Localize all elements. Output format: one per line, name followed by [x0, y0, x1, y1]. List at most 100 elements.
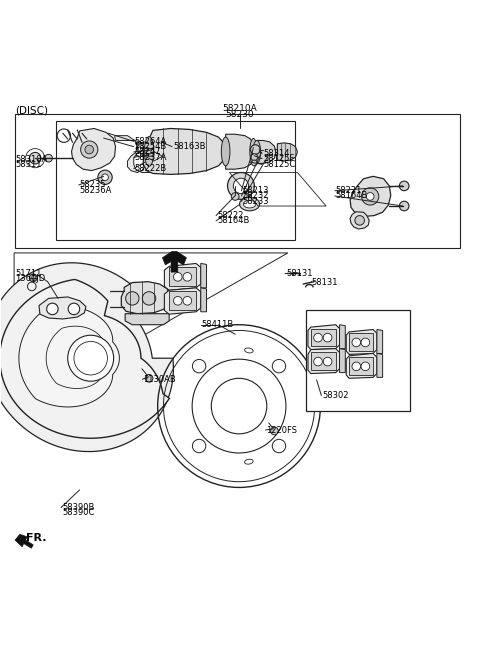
Text: 58210A: 58210A — [223, 104, 257, 113]
Ellipse shape — [245, 348, 253, 353]
Circle shape — [183, 297, 192, 305]
Circle shape — [323, 333, 332, 342]
Circle shape — [314, 357, 323, 366]
Text: 58314: 58314 — [263, 149, 289, 158]
Circle shape — [352, 338, 360, 347]
Circle shape — [361, 362, 370, 370]
Text: 58247: 58247 — [135, 148, 161, 156]
Circle shape — [211, 378, 267, 434]
Bar — [349, 333, 373, 351]
Circle shape — [272, 359, 286, 373]
Circle shape — [361, 338, 370, 347]
Circle shape — [352, 362, 360, 370]
Circle shape — [45, 154, 52, 162]
Circle shape — [228, 173, 254, 199]
Polygon shape — [164, 288, 201, 314]
Polygon shape — [125, 314, 169, 325]
Text: 58235: 58235 — [80, 181, 106, 189]
Circle shape — [399, 201, 409, 211]
Circle shape — [98, 170, 112, 185]
Text: (DISC): (DISC) — [15, 105, 48, 115]
Text: 58213: 58213 — [242, 186, 269, 195]
Polygon shape — [201, 288, 206, 312]
Polygon shape — [339, 349, 345, 372]
Ellipse shape — [144, 136, 154, 166]
Circle shape — [355, 215, 364, 225]
Text: 58131: 58131 — [312, 278, 338, 287]
Polygon shape — [201, 264, 206, 288]
Text: 58390B: 58390B — [62, 503, 95, 512]
Circle shape — [271, 427, 278, 435]
Text: 58302: 58302 — [323, 391, 349, 400]
Text: 1220FS: 1220FS — [266, 426, 297, 434]
Circle shape — [361, 188, 379, 205]
Bar — [169, 291, 196, 310]
Text: 58311: 58311 — [15, 160, 42, 169]
Bar — [311, 353, 336, 370]
Circle shape — [173, 297, 182, 305]
Polygon shape — [162, 252, 186, 272]
Polygon shape — [257, 140, 276, 163]
Polygon shape — [308, 349, 339, 374]
Circle shape — [126, 292, 139, 305]
Circle shape — [323, 357, 332, 366]
Ellipse shape — [240, 198, 260, 211]
Polygon shape — [19, 306, 120, 407]
Polygon shape — [226, 134, 253, 169]
Circle shape — [192, 359, 206, 373]
Text: 58222: 58222 — [217, 211, 243, 220]
Text: 58125C: 58125C — [263, 160, 295, 169]
Polygon shape — [164, 264, 201, 290]
Polygon shape — [346, 353, 377, 378]
Circle shape — [29, 152, 41, 164]
Text: 58125F: 58125F — [263, 154, 294, 163]
Polygon shape — [346, 330, 377, 355]
Text: FR.: FR. — [25, 532, 46, 543]
Text: 58237A: 58237A — [135, 153, 167, 161]
Circle shape — [192, 440, 206, 453]
Bar — [306, 310, 410, 411]
Text: 58164B: 58164B — [336, 192, 368, 200]
Circle shape — [231, 192, 239, 200]
Circle shape — [251, 154, 258, 161]
Ellipse shape — [245, 459, 253, 464]
Circle shape — [68, 303, 80, 314]
Bar — [349, 357, 373, 375]
Text: 1360JD: 1360JD — [15, 273, 45, 283]
Polygon shape — [115, 136, 155, 173]
Bar — [169, 268, 196, 287]
Polygon shape — [0, 279, 169, 438]
Bar — [15, 114, 460, 248]
Ellipse shape — [243, 200, 256, 208]
Polygon shape — [46, 326, 109, 389]
Text: 58264A: 58264A — [135, 137, 167, 146]
Bar — [56, 121, 295, 241]
Text: 58164B: 58164B — [217, 216, 250, 225]
Polygon shape — [350, 212, 369, 229]
Polygon shape — [72, 129, 116, 171]
Polygon shape — [277, 143, 298, 161]
Circle shape — [183, 273, 192, 281]
Ellipse shape — [221, 137, 230, 166]
Text: 58236A: 58236A — [80, 186, 112, 194]
Circle shape — [233, 178, 249, 194]
Text: 1130AB: 1130AB — [144, 375, 176, 384]
Circle shape — [366, 192, 374, 200]
Text: 58411B: 58411B — [202, 320, 234, 330]
Text: 58230: 58230 — [226, 109, 254, 119]
Ellipse shape — [253, 140, 261, 163]
Polygon shape — [144, 129, 226, 175]
Circle shape — [272, 440, 286, 453]
Circle shape — [102, 174, 108, 181]
Circle shape — [146, 148, 154, 156]
Circle shape — [173, 273, 182, 281]
Circle shape — [47, 303, 58, 314]
Polygon shape — [39, 297, 86, 319]
Circle shape — [251, 145, 260, 154]
Text: 58254B: 58254B — [135, 142, 167, 151]
Polygon shape — [15, 534, 33, 548]
Circle shape — [29, 274, 37, 281]
Text: 58163B: 58163B — [173, 142, 205, 151]
Circle shape — [252, 160, 257, 166]
Polygon shape — [377, 353, 383, 378]
